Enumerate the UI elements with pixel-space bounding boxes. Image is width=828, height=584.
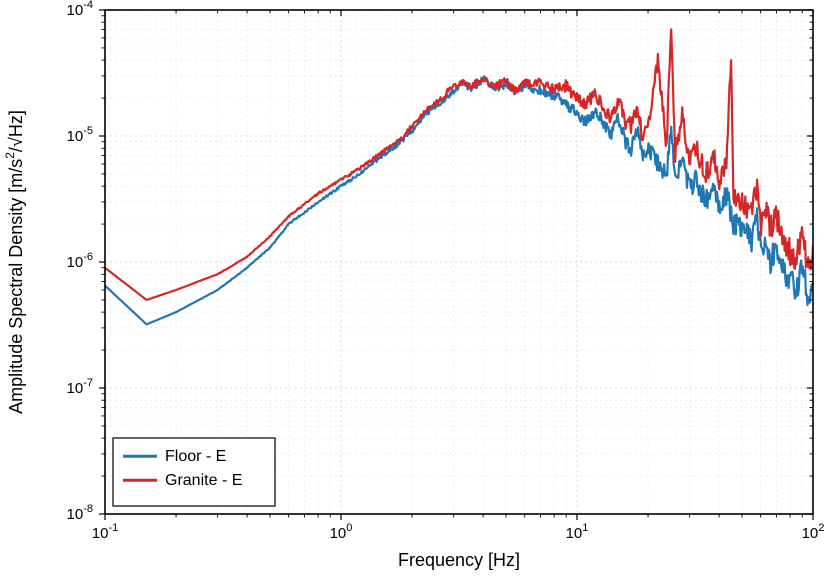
legend: Floor - E Granite - E [113,438,275,506]
svg-text:10-7: 10-7 [67,377,93,397]
legend-label-1: Granite - E [165,472,242,489]
y-axis-label: Amplitude Spectral Density [m/s2/√Hz] [3,110,26,414]
svg-text:100: 100 [330,522,353,542]
legend-label-0: Floor - E [165,448,226,465]
svg-text:10-1: 10-1 [92,522,118,542]
svg-text:10-4: 10-4 [67,0,93,19]
x-axis-label: Frequency [Hz] [398,550,520,570]
svg-text:101: 101 [566,522,589,542]
svg-text:10-6: 10-6 [67,251,93,271]
svg-text:10-8: 10-8 [67,503,93,523]
svg-text:102: 102 [802,522,825,542]
spectral-density-chart: 10-1 100 101 102 10-8 10-7 10-6 10-5 10-4 Frequen… [0,0,828,584]
svg-text:10-5: 10-5 [67,125,93,145]
